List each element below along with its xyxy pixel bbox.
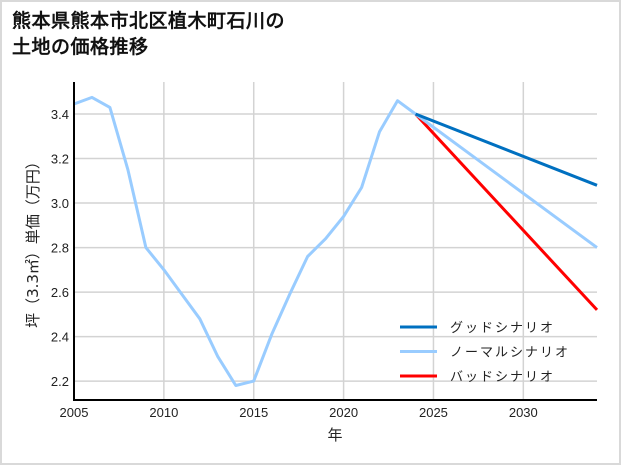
series-line	[414, 112, 598, 249]
x-tick-label: 2010	[149, 405, 178, 420]
y-tick-label: 3.0	[51, 196, 69, 211]
chart-title: 熊本県熊本市北区植木町石川の 土地の価格推移	[12, 8, 285, 60]
y-tick-label: 2.2	[51, 374, 69, 389]
y-tick-label: 2.4	[51, 330, 69, 345]
y-tick-label: 2.6	[51, 285, 69, 300]
x-tick-label: 2025	[419, 405, 448, 420]
x-tick-label: 2005	[60, 405, 89, 420]
chart-title-line1: 熊本県熊本市北区植木町石川の	[12, 10, 286, 32]
axes	[73, 82, 597, 401]
chart-title-line2: 土地の価格推移	[12, 36, 149, 58]
tick-labels: 2005 2010 2015 2020 2025 2030 2.2 2.4 2.6 2.8 3.0 3…	[51, 107, 538, 420]
legend-label: グッドシナリオ	[450, 321, 555, 336]
x-tick-label: 2015	[239, 405, 268, 420]
y-axis-label: 坪（3.3㎡）単価（万円）	[24, 154, 42, 328]
legend-label: ノーマルシナリオ	[450, 346, 570, 361]
data-lines	[73, 95, 599, 387]
x-axis-label: 年	[327, 426, 342, 444]
series-line	[414, 112, 599, 311]
y-tick-label: 3.2	[51, 152, 69, 167]
series-line	[73, 95, 417, 387]
gridlines	[74, 82, 597, 400]
x-tick-label: 2030	[509, 405, 538, 420]
legend-label: バッドシナリオ	[450, 370, 555, 385]
series-line	[414, 112, 598, 187]
x-tick-label: 2020	[329, 405, 358, 420]
y-tick-label: 3.4	[51, 107, 69, 122]
y-tick-label: 2.8	[51, 241, 69, 256]
